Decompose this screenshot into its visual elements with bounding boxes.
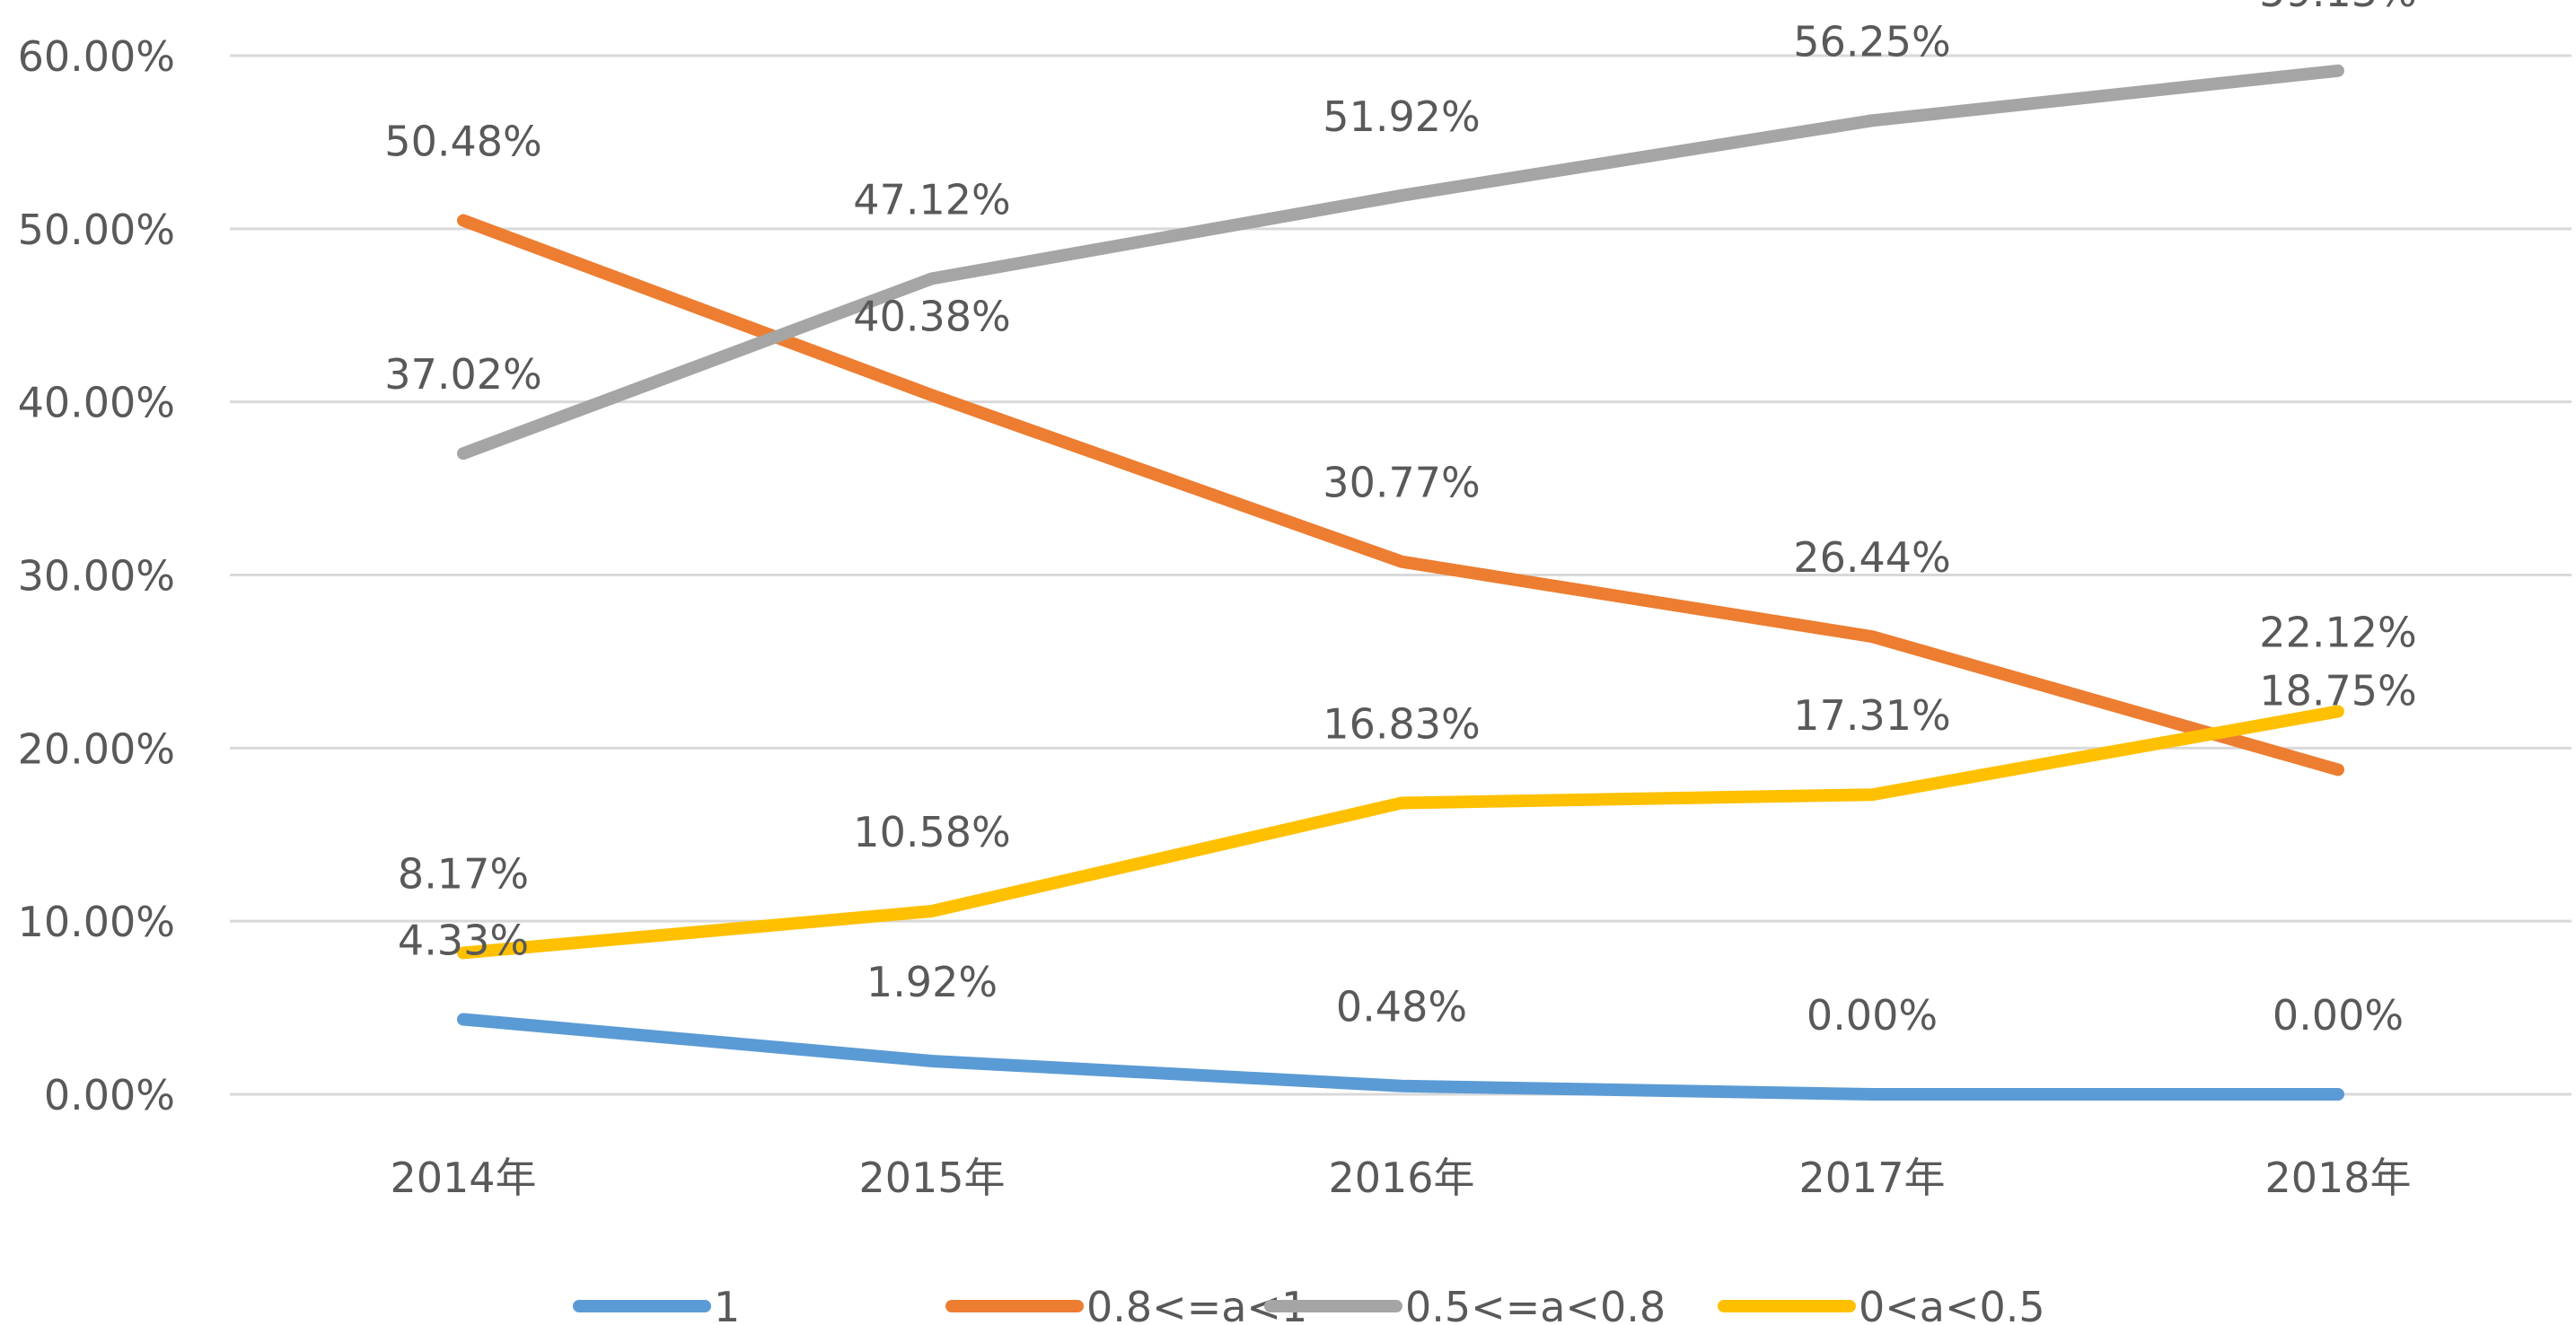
data-label: 16.83% xyxy=(1323,699,1480,748)
series-line-2 xyxy=(457,64,2344,461)
data-label: 10.58% xyxy=(853,808,1010,856)
y-tick-label: 0.00% xyxy=(44,1071,175,1119)
data-label: 0.00% xyxy=(1807,991,1938,1040)
legend-label: 0.5<=a<0.8 xyxy=(1405,1283,1666,1325)
legend-label: 0<a<0.5 xyxy=(1859,1283,2045,1325)
data-label: 8.17% xyxy=(398,849,529,898)
x-tick-label: 2014年 xyxy=(390,1154,536,1202)
gridlines xyxy=(230,54,2572,1096)
data-label: 4.33% xyxy=(398,917,529,965)
y-tick-label: 20.00% xyxy=(18,724,175,773)
x-axis: 2014年 2015年 2016年 2017年 2018年 xyxy=(390,1154,2411,1202)
data-label: 30.77% xyxy=(1323,459,1480,507)
legend-label: 1 xyxy=(714,1283,740,1325)
series-line-0 xyxy=(457,1013,2344,1101)
y-tick-label: 40.00% xyxy=(18,379,175,427)
x-tick-label: 2016年 xyxy=(1328,1154,1474,1202)
series-lines xyxy=(457,64,2344,1101)
data-label: 22.12% xyxy=(2259,608,2416,656)
data-label: 18.75% xyxy=(2259,666,2416,715)
data-label: 51.92% xyxy=(1323,92,1480,141)
data-labels: 4.33% 1.92% 0.48% 0.00% 0.00% 50.48% 40.38% 30.… xyxy=(384,0,2416,1040)
data-label: 26.44% xyxy=(1793,533,1950,582)
data-label: 40.38% xyxy=(853,292,1010,340)
data-label: 0.00% xyxy=(2273,991,2404,1040)
y-axis: 0.00% 10.00% 20.00% 30.00% 40.00% 50.00% 60.00… xyxy=(18,32,175,1119)
y-tick-label: 50.00% xyxy=(18,206,175,254)
x-tick-label: 2018年 xyxy=(2264,1154,2411,1202)
data-label: 47.12% xyxy=(853,175,1010,224)
y-tick-label: 30.00% xyxy=(18,552,175,601)
data-label: 59.13% xyxy=(2259,0,2416,16)
x-tick-label: 2017年 xyxy=(1798,1154,1945,1202)
data-label: 17.31% xyxy=(1793,691,1950,740)
y-tick-label: 60.00% xyxy=(18,32,175,81)
x-tick-label: 2015年 xyxy=(858,1154,1005,1202)
data-label: 0.48% xyxy=(1336,983,1467,1031)
y-tick-label: 10.00% xyxy=(18,898,175,946)
data-label: 56.25% xyxy=(1793,17,1950,66)
series-line-3 xyxy=(457,705,2344,960)
data-label: 1.92% xyxy=(866,958,998,1006)
data-label: 37.02% xyxy=(384,350,541,399)
data-label: 50.48% xyxy=(384,118,541,166)
legend: 1 0.8<=a<1 0.5<=a<0.8 0<a<0.5 xyxy=(573,1283,2045,1325)
